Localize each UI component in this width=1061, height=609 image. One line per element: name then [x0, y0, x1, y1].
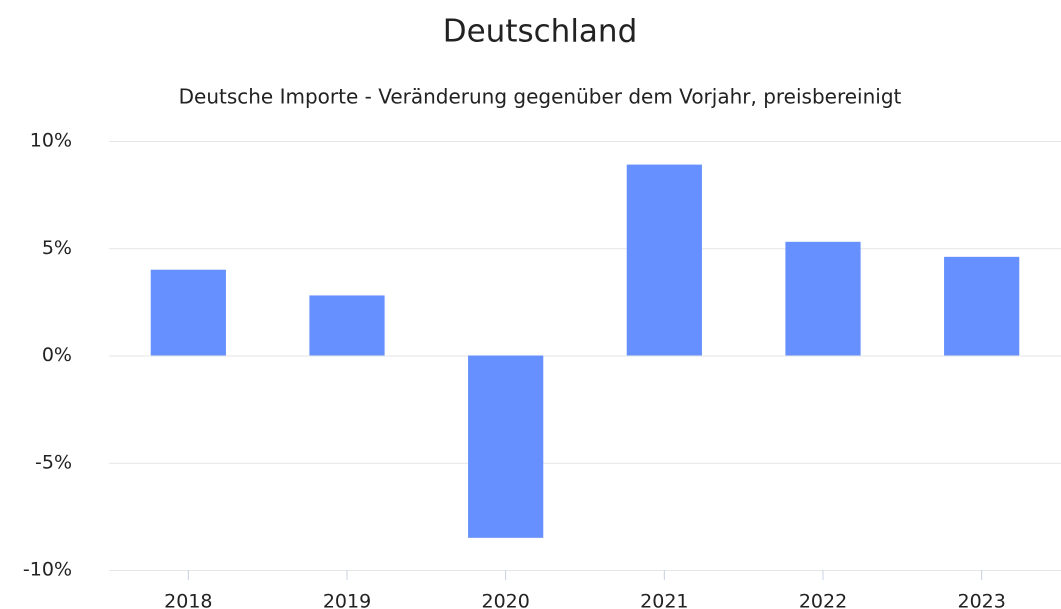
- y-tick-label: 10%: [30, 130, 72, 152]
- x-tick-label: 2021: [640, 591, 688, 609]
- x-tick-label: 2020: [481, 591, 529, 609]
- bar: [468, 355, 544, 538]
- bar: [944, 256, 1020, 356]
- x-tick-label: 2019: [323, 591, 371, 609]
- y-tick-label: 0%: [42, 344, 72, 366]
- chart-title: Deutschland: [443, 14, 638, 50]
- x-tick-label: 2023: [957, 591, 1005, 609]
- y-tick-label: -10%: [23, 559, 72, 581]
- bar: [626, 164, 702, 356]
- x-tick-label: 2022: [799, 591, 847, 609]
- bar: [309, 295, 385, 356]
- y-tick-label: -5%: [35, 451, 72, 473]
- chart-subtitle: Deutsche Importe - Veränderung gegenüber…: [179, 85, 902, 109]
- x-tick-label: 2018: [164, 591, 212, 609]
- bar: [150, 269, 226, 356]
- bar: [785, 241, 861, 356]
- y-tick-label: 5%: [42, 237, 72, 259]
